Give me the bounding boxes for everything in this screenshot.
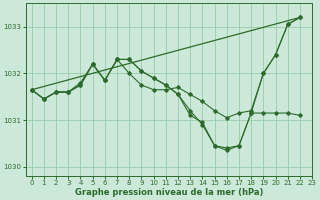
X-axis label: Graphe pression niveau de la mer (hPa): Graphe pression niveau de la mer (hPa) [75, 188, 263, 197]
